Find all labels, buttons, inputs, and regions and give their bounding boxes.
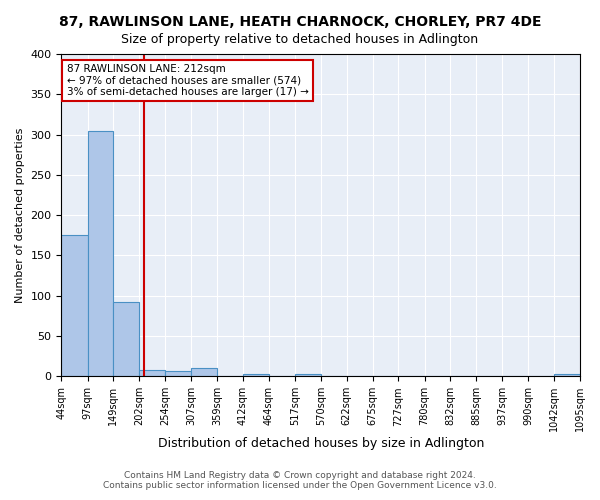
Text: Contains HM Land Registry data © Crown copyright and database right 2024.
Contai: Contains HM Land Registry data © Crown c…	[103, 470, 497, 490]
X-axis label: Distribution of detached houses by size in Adlington: Distribution of detached houses by size …	[158, 437, 484, 450]
Bar	[88, 130, 113, 376]
Bar	[139, 370, 165, 376]
Text: 87, RAWLINSON LANE, HEATH CHARNOCK, CHORLEY, PR7 4DE: 87, RAWLINSON LANE, HEATH CHARNOCK, CHOR…	[59, 15, 541, 29]
Bar	[554, 374, 580, 376]
Bar	[243, 374, 269, 376]
Bar	[61, 236, 88, 376]
Bar	[113, 302, 139, 376]
Y-axis label: Number of detached properties: Number of detached properties	[15, 128, 25, 303]
Text: Size of property relative to detached houses in Adlington: Size of property relative to detached ho…	[121, 32, 479, 46]
Bar	[191, 368, 217, 376]
Bar	[295, 374, 321, 376]
Bar	[165, 370, 191, 376]
Text: 87 RAWLINSON LANE: 212sqm
← 97% of detached houses are smaller (574)
3% of semi-: 87 RAWLINSON LANE: 212sqm ← 97% of detac…	[67, 64, 308, 97]
